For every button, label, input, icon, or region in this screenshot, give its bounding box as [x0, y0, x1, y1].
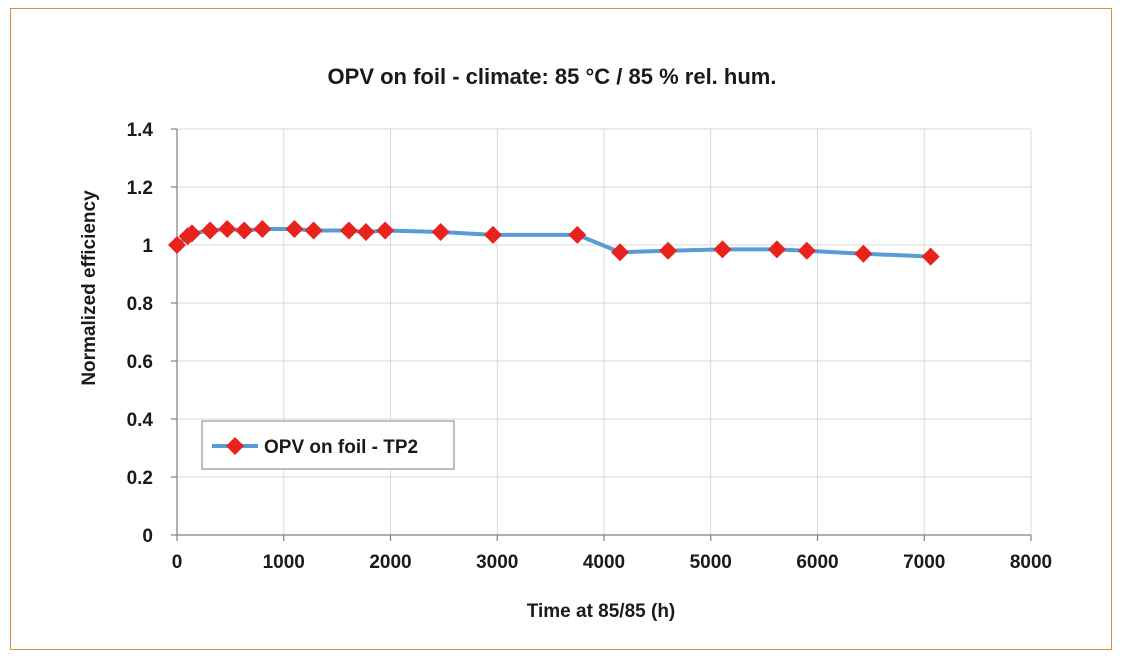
x-tick-label: 1000	[263, 552, 305, 573]
y-tick-labels: 0 0.2 0.4 0.6 0.8 1 1.2 1.4	[127, 120, 154, 547]
grid	[177, 128, 1032, 535]
chart: OPV on foil - climate: 85 °C / 85 % rel.…	[79, 64, 1052, 622]
y-tick-label: 0.2	[127, 468, 153, 489]
data-point	[431, 222, 450, 241]
x-tick-label: 2000	[369, 552, 411, 573]
y-tick-label: 1	[142, 236, 153, 257]
legend-marker-sample	[226, 437, 244, 455]
y-tick-label: 0.8	[127, 294, 153, 315]
x-tick-label: 6000	[796, 552, 838, 573]
legend: OPV on foil - TP2	[201, 420, 455, 470]
data-point	[304, 221, 323, 240]
data-point	[168, 236, 186, 254]
data-point	[713, 240, 732, 259]
data-point	[659, 241, 678, 260]
data-point	[201, 221, 220, 240]
y-tick-label: 1.2	[127, 178, 153, 199]
x-tick-label: 3000	[476, 552, 518, 573]
x-tick-label: 4000	[583, 552, 625, 573]
data-point	[339, 221, 358, 240]
data-point	[483, 225, 502, 244]
series-group	[168, 220, 940, 266]
y-tick-label: 0.6	[127, 352, 153, 373]
data-point	[218, 220, 237, 239]
data-point	[921, 247, 940, 266]
axes	[171, 128, 1032, 541]
data-point	[854, 244, 873, 263]
data-point	[376, 221, 395, 240]
y-tick-label: 0	[142, 526, 153, 547]
data-point	[356, 222, 375, 241]
data-point	[285, 220, 304, 239]
y-tick-label: 1.4	[127, 120, 154, 141]
data-point	[797, 241, 816, 260]
x-axis-label: Time at 85/85 (h)	[527, 601, 676, 622]
series-line	[175, 227, 931, 259]
y-tick-label: 0.4	[127, 410, 154, 431]
data-point	[253, 220, 272, 239]
chart-frame: OPV on foil - climate: 85 °C / 85 % rel.…	[10, 8, 1112, 650]
data-point	[767, 240, 786, 259]
chart-title: OPV on foil - climate: 85 °C / 85 % rel.…	[328, 64, 777, 89]
legend-label: OPV on foil - TP2	[264, 437, 418, 458]
data-point	[182, 224, 201, 243]
y-axis-label: Normalized efficiency	[79, 190, 100, 386]
x-tick-label: 8000	[1010, 552, 1052, 573]
data-point	[235, 221, 254, 240]
data-point	[611, 243, 630, 262]
x-tick-label: 5000	[690, 552, 732, 573]
x-tick-labels: 0 1000 2000 3000 4000 5000 6000 7000 8000	[172, 552, 1052, 573]
x-tick-label: 0	[172, 552, 183, 573]
x-tick-label: 7000	[903, 552, 945, 573]
data-point	[568, 225, 587, 244]
